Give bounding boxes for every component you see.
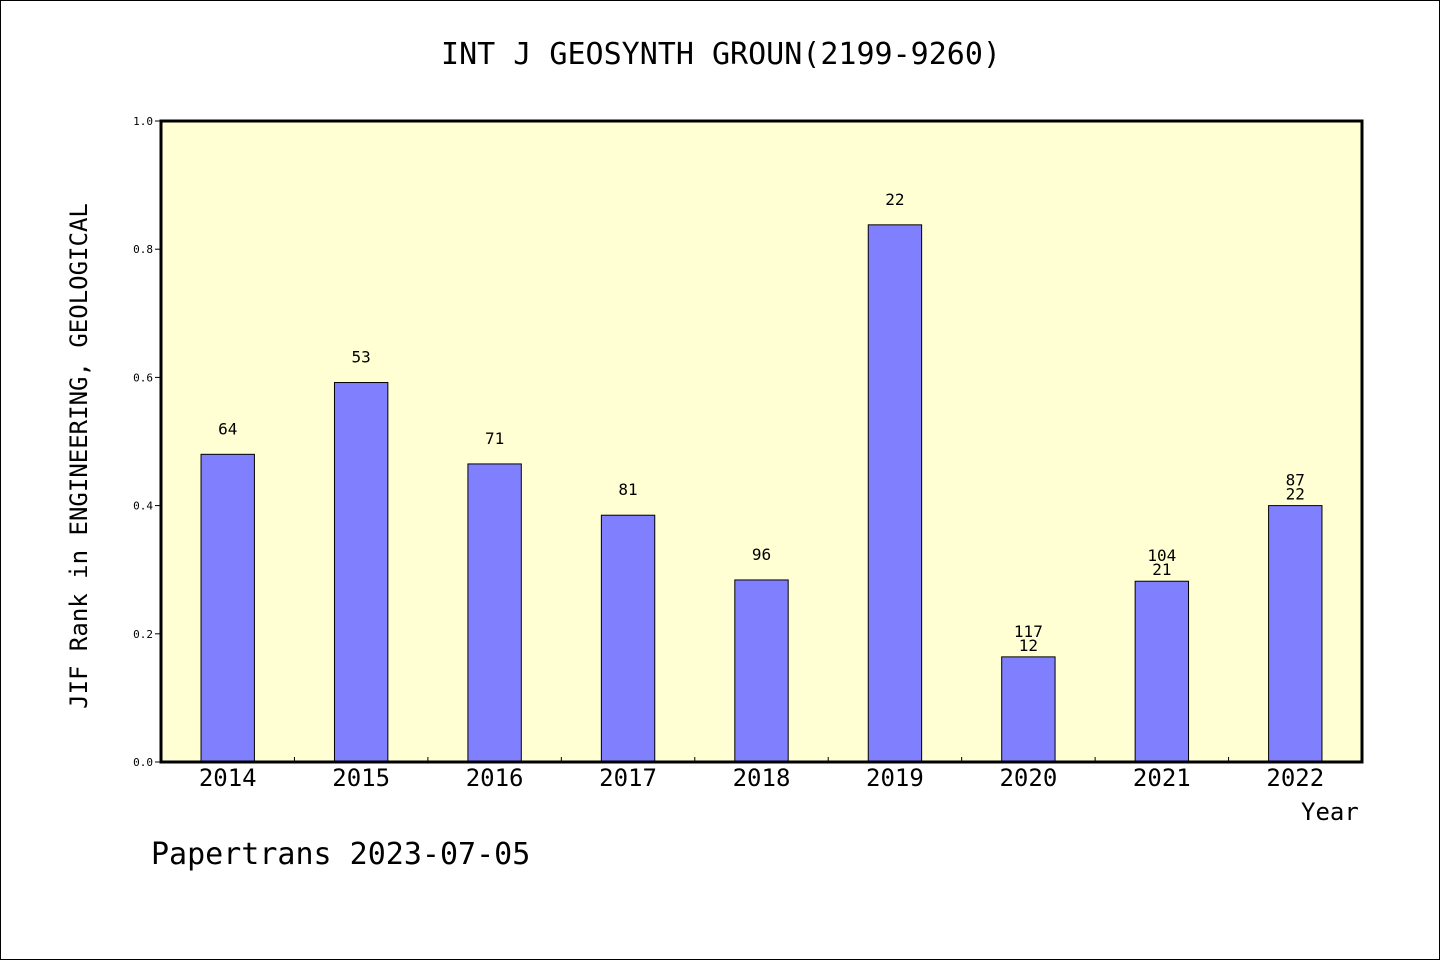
- x-axis-label: Year: [1301, 798, 1359, 826]
- bar-data-label: 12: [1019, 636, 1038, 655]
- bar-2022: [1268, 505, 1323, 763]
- footer-note: Papertrans 2023-07-05: [151, 837, 531, 872]
- bar-data-label: 22: [885, 190, 904, 209]
- bar-data-label: 81: [618, 480, 637, 499]
- x-tick-label: 2020: [999, 764, 1057, 792]
- bar-2018: [734, 579, 789, 763]
- x-tick-label: 2019: [866, 764, 924, 792]
- bar-data-label: 22: [1286, 485, 1305, 504]
- bar-data-label: 53: [352, 348, 371, 367]
- y-tick-label: 0.4: [133, 500, 153, 513]
- x-tick-label: 2022: [1266, 764, 1324, 792]
- bar-2016: [467, 463, 522, 763]
- bar-data-label: 21: [1152, 560, 1171, 579]
- bar-data-label: 104: [1147, 546, 1176, 565]
- y-tick-label: 0.0: [133, 756, 153, 769]
- bar-2017: [600, 514, 656, 763]
- x-tick-label: 2017: [599, 764, 657, 792]
- x-tick-label: 2015: [332, 764, 390, 792]
- x-tick-label: 2021: [1133, 764, 1191, 792]
- chart-title: INT J GEOSYNTH GROUN(2199-9260): [441, 37, 1001, 72]
- bar-2021: [1134, 580, 1190, 763]
- bar-data-label: 96: [752, 545, 771, 564]
- bar-2015: [333, 382, 389, 763]
- y-tick-label: 1.0: [133, 115, 153, 128]
- bar-data-label: 87: [1286, 471, 1305, 490]
- y-tick-label: 0.6: [133, 371, 153, 384]
- bar-2019: [867, 224, 923, 763]
- bar-2020: [1001, 656, 1056, 763]
- plot-frame: [159, 119, 1364, 764]
- x-tick-label: 2018: [733, 764, 791, 792]
- x-tick-label: 2014: [199, 764, 257, 792]
- bar-data-label: 117: [1014, 622, 1043, 641]
- bar-data-label: 71: [485, 429, 504, 448]
- bar-data-label: 64: [218, 419, 237, 438]
- x-tick-label: 2016: [466, 764, 524, 792]
- y-tick-label: 0.2: [133, 628, 153, 641]
- bar-2014: [200, 453, 255, 763]
- y-tick-label: 0.8: [133, 243, 153, 256]
